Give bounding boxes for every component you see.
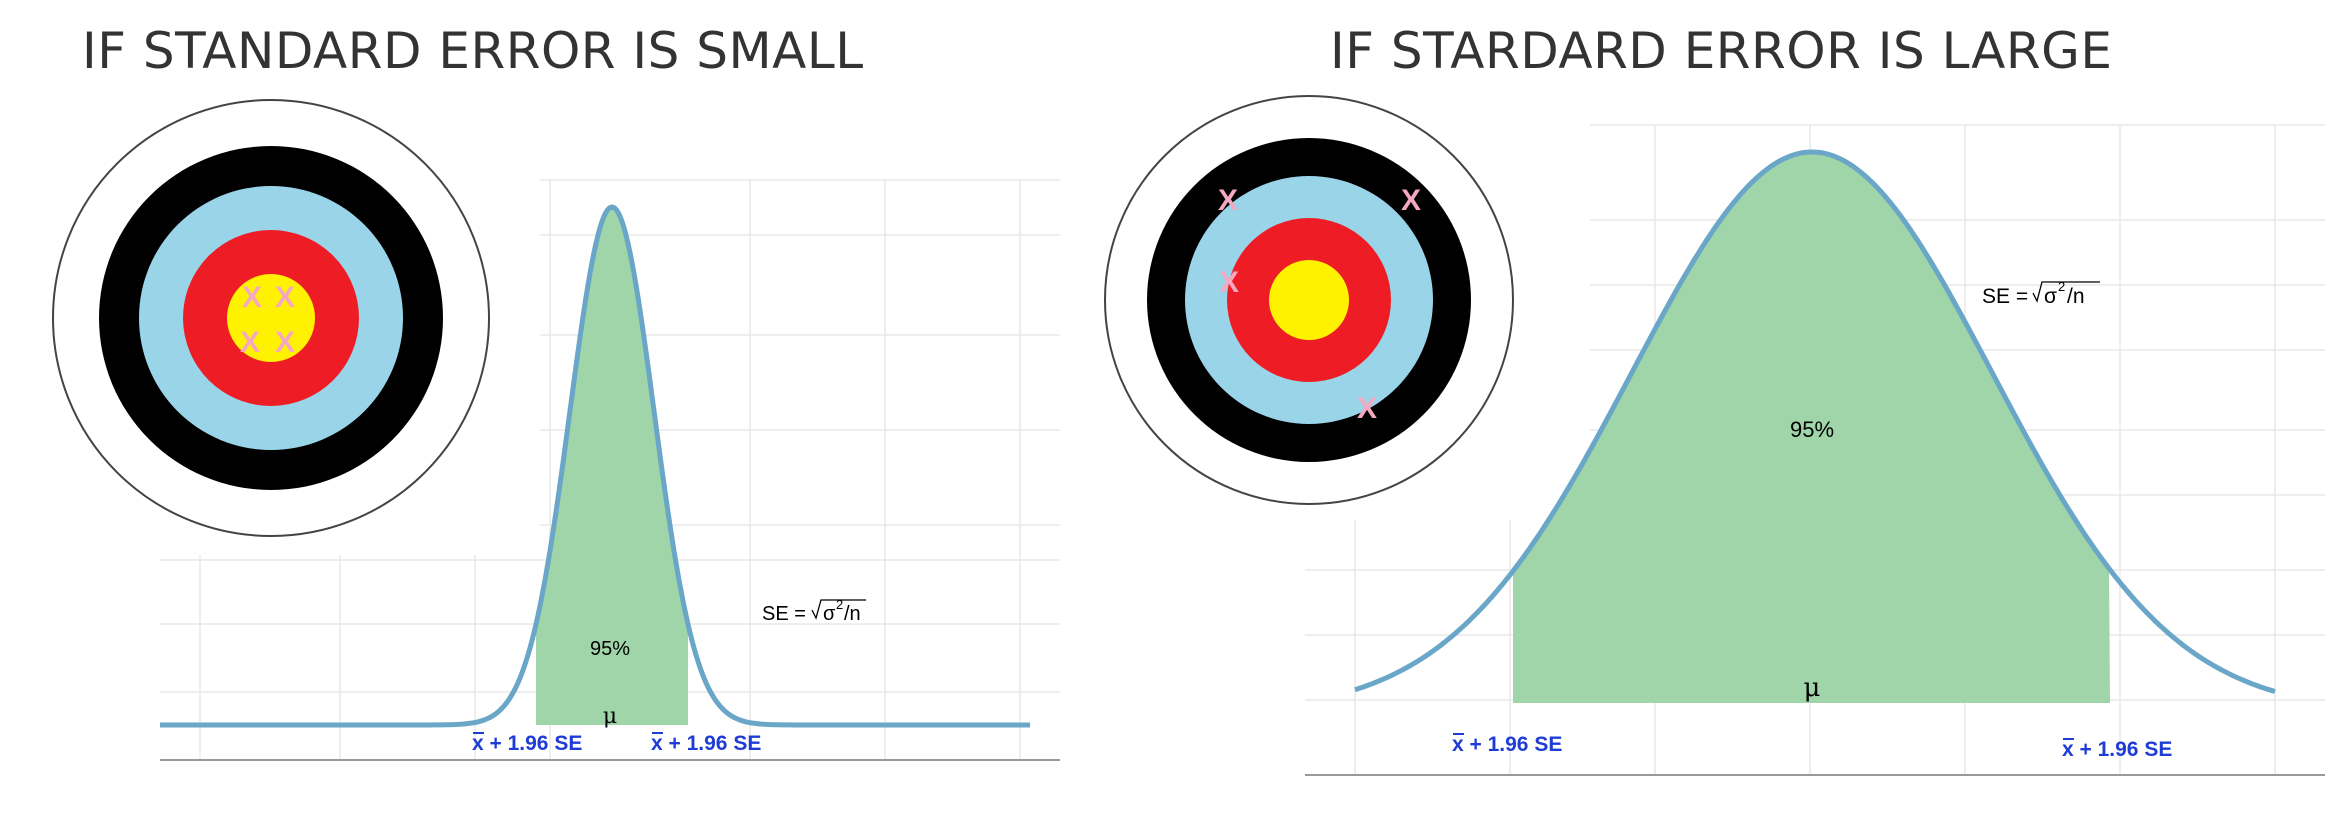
left-se-n: /n [844, 603, 861, 625]
right-mark-4: X [1357, 392, 1377, 425]
right-percent-label: 95% [1790, 417, 1834, 442]
left-mark-3: X [240, 326, 260, 359]
right-chart: 95% μ SE = σ 2 /n x + 1.96 SE x + 1.96 S… [1305, 124, 2325, 776]
right-se-sigma: σ [2044, 285, 2057, 308]
right-ci-area [1513, 152, 2110, 703]
left-mu-label: μ [603, 704, 617, 729]
left-mark-4: X [275, 326, 295, 359]
left-ci-area [536, 207, 688, 725]
left-se-formula: SE = σ 2 /n [762, 597, 866, 625]
left-target: X X X X [52, 99, 490, 537]
svg-text:x + 1.96 SE: x + 1.96 SE [472, 732, 582, 755]
left-mark-2: X [275, 281, 295, 314]
left-se-sigma: σ [823, 603, 836, 625]
left-se-label: SE = [762, 603, 806, 625]
right-mark-3: X [1219, 266, 1239, 299]
right-title: IF STARDARD ERROR IS LARGE [1330, 22, 2113, 80]
svg-text:SE =: SE = [762, 603, 806, 625]
left-se-exp: 2 [836, 597, 843, 612]
right-mark-1: X [1218, 184, 1238, 217]
right-se-n: /n [2067, 285, 2085, 308]
left-normal-curve [160, 204, 1030, 728]
svg-text:x + 1.96 SE: x + 1.96 SE [651, 732, 761, 755]
left-percent-label: 95% [590, 638, 630, 660]
right-target: X X X X [1104, 95, 1514, 505]
svg-text:x + 1.96 SE: x + 1.96 SE [2062, 738, 2172, 761]
svg-text:SE =: SE = [1982, 285, 2028, 308]
right-mark-2: X [1401, 184, 1421, 217]
left-mark-1: X [242, 281, 262, 314]
right-normal-curve [1354, 149, 2276, 694]
right-ci-right-label: x + 1.96 SE [2062, 738, 2172, 761]
left-chart: 95% μ SE = σ 2 /n x + 1.96 SE x + 1.96 S… [160, 179, 1060, 761]
right-se-exp: 2 [2058, 279, 2065, 294]
left-ci-right-label: x + 1.96 SE [651, 732, 761, 755]
right-se-label: SE = [1982, 285, 2028, 308]
right-ci-left-label: x + 1.96 SE [1452, 733, 1562, 756]
svg-text:x + 1.96 SE: x + 1.96 SE [1452, 733, 1562, 756]
right-se-formula: SE = σ 2 /n [1982, 279, 2100, 308]
left-title: IF STANDARD ERROR IS SMALL [82, 22, 864, 80]
right-mu-label: μ [1804, 673, 1821, 703]
left-ci-left-label: x + 1.96 SE [472, 732, 582, 755]
